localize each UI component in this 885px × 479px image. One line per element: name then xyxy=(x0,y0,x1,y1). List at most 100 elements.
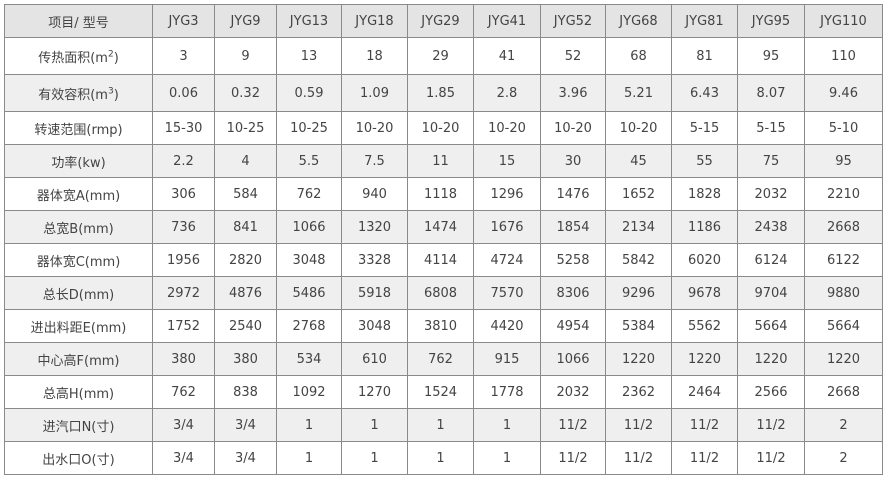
table-cell: 6020 xyxy=(671,243,738,277)
row-label: 总高H(mm) xyxy=(4,375,153,409)
table-cell: 6808 xyxy=(407,276,474,310)
table-cell: 6.43 xyxy=(671,74,738,112)
table-cell: 1 xyxy=(276,408,342,442)
table-cell: 4724 xyxy=(473,243,541,277)
table-cell: 1092 xyxy=(276,375,342,409)
table-cell: 13 xyxy=(276,37,342,75)
table-cell: 6124 xyxy=(737,243,805,277)
table-cell: 2.8 xyxy=(473,74,541,112)
unit-exponent: 2 xyxy=(107,49,114,60)
table-cell: 2032 xyxy=(737,177,805,211)
table-cell: 2540 xyxy=(214,309,277,343)
row-label-text: 功率(kw) xyxy=(51,155,106,171)
row-label-text: 进汽口N(寸) xyxy=(42,419,115,435)
table-row: 总长D(mm) 2972 4876 5486 5918 6808 7570 8306 9296 9… xyxy=(4,276,883,310)
table-cell: 610 xyxy=(341,342,408,376)
table-cell: 18 xyxy=(341,37,408,75)
table-cell: 0.59 xyxy=(276,74,342,112)
table-cell: 4954 xyxy=(540,309,606,343)
table-cell: 1 xyxy=(407,408,474,442)
row-label-suffix: ) xyxy=(113,50,119,66)
model-header: JYG29 xyxy=(407,4,474,38)
table-cell: 1524 xyxy=(407,375,474,409)
table-cell: 5664 xyxy=(737,309,805,343)
table-cell: 30 xyxy=(540,144,606,178)
row-label-text: 传热面积(m xyxy=(38,50,108,66)
model-header: JYG9 xyxy=(214,4,277,38)
model-header: JYG41 xyxy=(473,4,541,38)
table-cell: 5384 xyxy=(605,309,672,343)
table-cell: 4 xyxy=(214,144,277,178)
table-cell: 1220 xyxy=(671,342,738,376)
table-cell: 45 xyxy=(605,144,672,178)
table-cell: 1066 xyxy=(276,210,342,244)
table-cell: 2438 xyxy=(737,210,805,244)
table-cell: 1296 xyxy=(473,177,541,211)
row-label: 转速范围(rmp) xyxy=(4,111,153,145)
row-label: 出水口O(寸) xyxy=(4,441,153,475)
table-cell: 95 xyxy=(737,37,805,75)
table-cell: 2768 xyxy=(276,309,342,343)
corner-header: 项目/ 型号 xyxy=(4,4,153,38)
table-cell: 1854 xyxy=(540,210,606,244)
row-label: 器体宽A(mm) xyxy=(4,177,153,211)
model-header: JYG52 xyxy=(540,4,606,38)
table-cell: 534 xyxy=(276,342,342,376)
table-cell: 1778 xyxy=(473,375,541,409)
table-cell: 1476 xyxy=(540,177,606,211)
table-cell: 1 xyxy=(407,441,474,475)
table-cell: 3.96 xyxy=(540,74,606,112)
table-cell: 81 xyxy=(671,37,738,75)
row-label-text: 器体宽C(mm) xyxy=(36,254,121,270)
row-label-text: 进出料距E(mm) xyxy=(30,320,127,336)
table-cell: 1752 xyxy=(152,309,215,343)
model-header: JYG3 xyxy=(152,4,215,38)
table-cell: 1676 xyxy=(473,210,541,244)
table-cell: 1320 xyxy=(341,210,408,244)
table-cell: 1118 xyxy=(407,177,474,211)
row-label-text: 出水口O(寸) xyxy=(42,452,115,468)
table-cell: 9.46 xyxy=(804,74,883,112)
table-cell: 9296 xyxy=(605,276,672,310)
table-cell: 4114 xyxy=(407,243,474,277)
table-cell: 10-20 xyxy=(540,111,606,145)
table-cell: 940 xyxy=(341,177,408,211)
table-cell: 5918 xyxy=(341,276,408,310)
table-cell: 5842 xyxy=(605,243,672,277)
table-cell: 1.85 xyxy=(407,74,474,112)
table-cell: 10-20 xyxy=(473,111,541,145)
table-cell: 75 xyxy=(737,144,805,178)
table-cell: 9704 xyxy=(737,276,805,310)
table-cell: 11/2 xyxy=(671,408,738,442)
table-cell: 2668 xyxy=(804,375,883,409)
table-cell: 5664 xyxy=(804,309,883,343)
table-cell: 762 xyxy=(276,177,342,211)
row-label-text: 总高H(mm) xyxy=(42,386,115,402)
table-cell: 2464 xyxy=(671,375,738,409)
table-cell: 2 xyxy=(804,408,883,442)
table-cell: 584 xyxy=(214,177,277,211)
table-cell: 1474 xyxy=(407,210,474,244)
table-cell: 4876 xyxy=(214,276,277,310)
table-cell: 2032 xyxy=(540,375,606,409)
row-label: 传热面积(m2) xyxy=(4,37,153,75)
table-cell: 6122 xyxy=(804,243,883,277)
table-cell: 3048 xyxy=(276,243,342,277)
table-cell: 9 xyxy=(214,37,277,75)
table-cell: 1 xyxy=(276,441,342,475)
row-label: 总长D(mm) xyxy=(4,276,153,310)
table-cell: 2134 xyxy=(605,210,672,244)
table-cell: 10-20 xyxy=(407,111,474,145)
table-row: 进汽口N(寸) 3/4 3/4 1 1 1 1 11/2 11/2 11/2 11/2 2 xyxy=(4,408,883,442)
table-cell: 3328 xyxy=(341,243,408,277)
row-label: 器体宽C(mm) xyxy=(4,243,153,277)
table-cell: 15-30 xyxy=(152,111,215,145)
model-header: JYG18 xyxy=(341,4,408,38)
table-cell: 4420 xyxy=(473,309,541,343)
table-cell: 2362 xyxy=(605,375,672,409)
table-cell: 762 xyxy=(407,342,474,376)
table-cell: 11/2 xyxy=(605,441,672,475)
table-cell: 2210 xyxy=(804,177,883,211)
table-row: 有效容积(m3) 0.06 0.32 0.59 1.09 1.85 2.8 3.96 5.21 6… xyxy=(4,74,883,112)
table-cell: 0.32 xyxy=(214,74,277,112)
